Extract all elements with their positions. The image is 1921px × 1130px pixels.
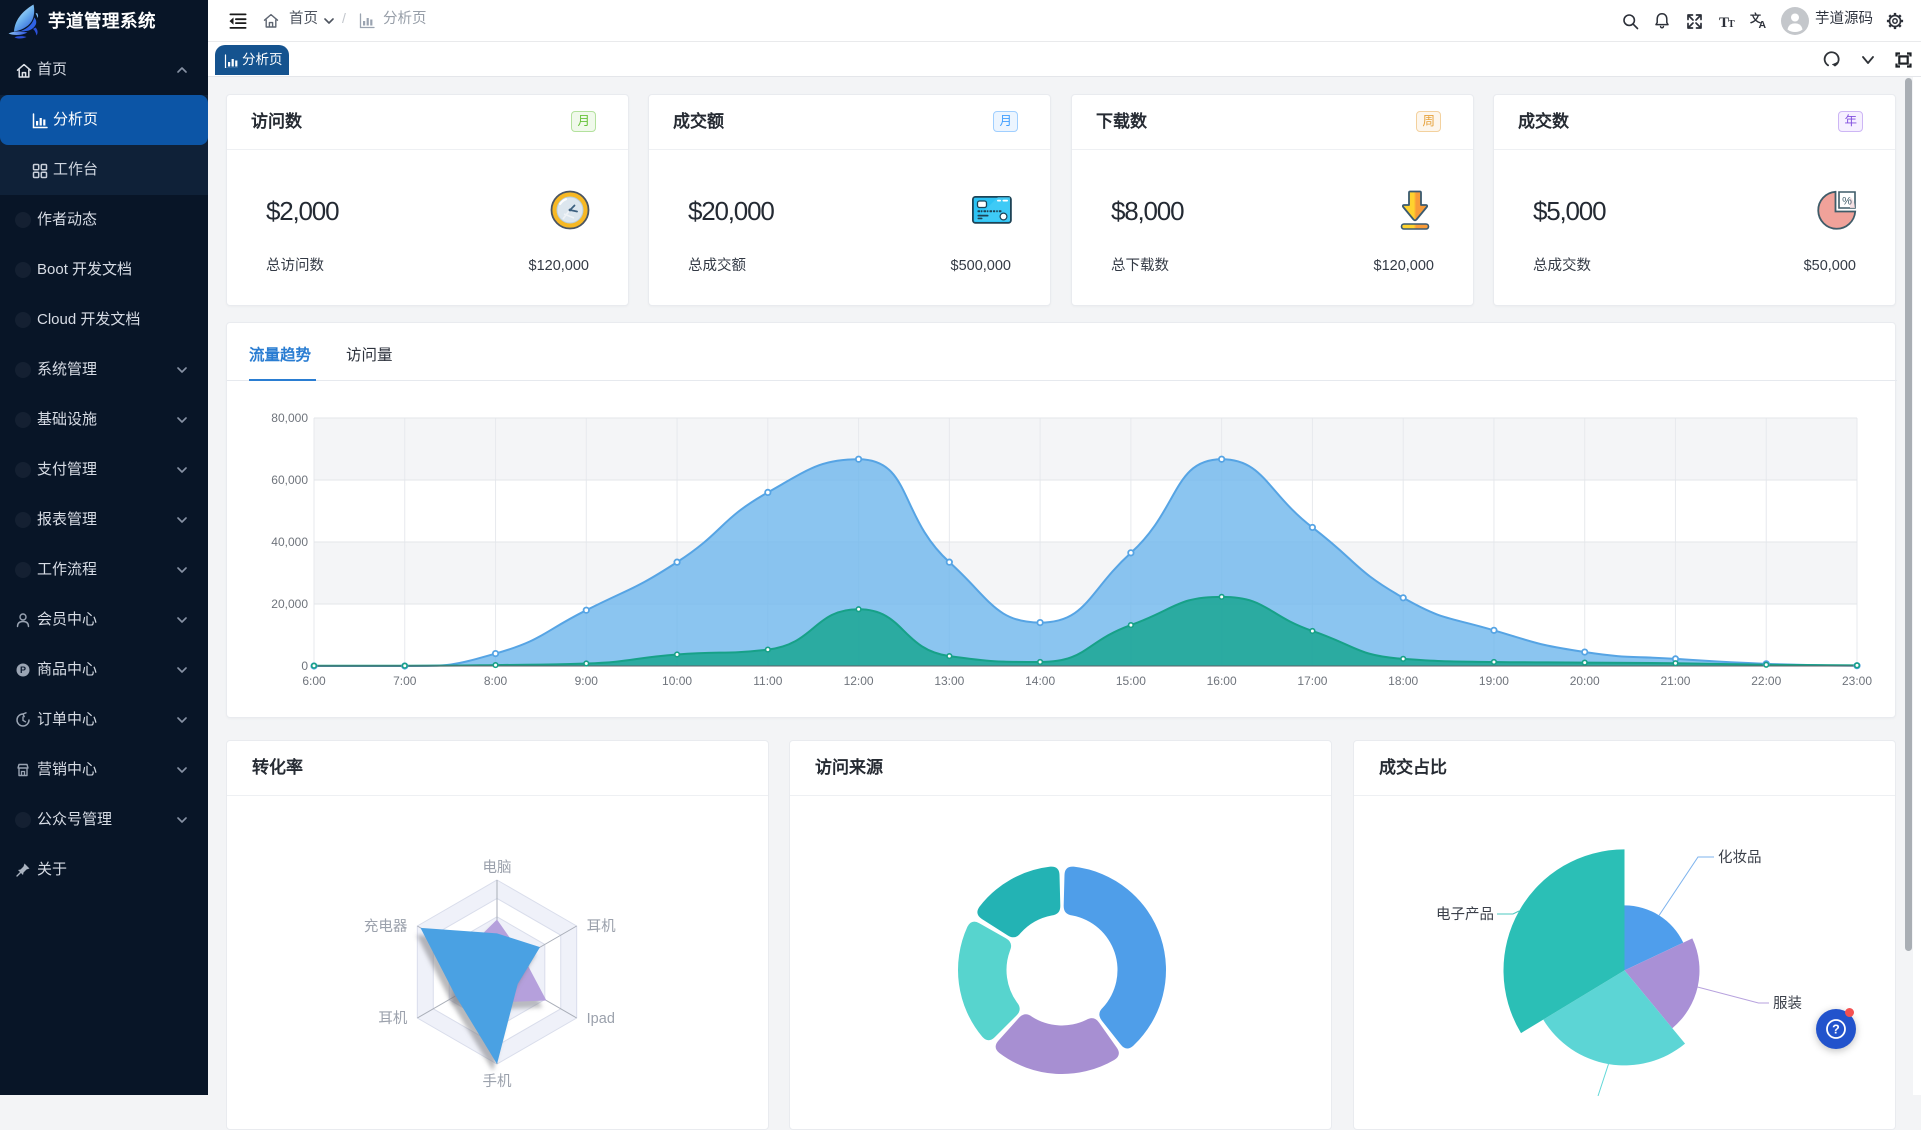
svg-text:18:00: 18:00: [1388, 674, 1418, 688]
svg-text:13:00: 13:00: [934, 674, 964, 688]
svg-text:14:00: 14:00: [1025, 674, 1055, 688]
svg-text:6:00: 6:00: [302, 674, 326, 688]
svg-text:手机: 手机: [483, 1073, 512, 1090]
svg-text:Ipad: Ipad: [587, 1011, 615, 1027]
svg-text:T: T: [1728, 19, 1735, 30]
svg-text:耳机: 耳机: [378, 1010, 407, 1027]
svg-text:20:00: 20:00: [1570, 674, 1600, 688]
svg-text:17:00: 17:00: [1297, 674, 1327, 688]
svg-text:7:00: 7:00: [393, 674, 417, 688]
svg-text:10:00: 10:00: [662, 674, 692, 688]
svg-text:22:00: 22:00: [1751, 674, 1781, 688]
svg-text:16:00: 16:00: [1207, 674, 1237, 688]
svg-text:化妆品: 化妆品: [1718, 849, 1762, 866]
svg-text:耳机: 耳机: [587, 918, 616, 935]
svg-text:?: ?: [1832, 1023, 1840, 1037]
svg-text:80,000: 80,000: [271, 411, 308, 425]
svg-text:11:00: 11:00: [753, 674, 782, 688]
svg-text:40,000: 40,000: [271, 535, 308, 549]
svg-text:9:00: 9:00: [575, 674, 599, 688]
svg-text:充电器: 充电器: [364, 918, 408, 935]
svg-text:服装: 服装: [1773, 995, 1802, 1012]
svg-text:60,000: 60,000: [271, 473, 308, 487]
svg-text:T: T: [1719, 15, 1729, 31]
svg-text:15:00: 15:00: [1116, 674, 1146, 688]
svg-text:12:00: 12:00: [844, 674, 874, 688]
svg-text:0: 0: [301, 659, 308, 673]
svg-text:8:00: 8:00: [484, 674, 508, 688]
svg-text:A: A: [1759, 19, 1767, 30]
svg-text:文: 文: [1750, 12, 1762, 25]
svg-text:电脑: 电脑: [483, 859, 512, 876]
svg-text:P: P: [20, 665, 26, 675]
svg-text:%: %: [1842, 196, 1852, 208]
svg-text:21:00: 21:00: [1660, 674, 1690, 688]
svg-text:19:00: 19:00: [1479, 674, 1509, 688]
svg-text:23:00: 23:00: [1842, 674, 1872, 688]
svg-text:电子产品: 电子产品: [1436, 906, 1494, 923]
svg-text:20,000: 20,000: [271, 597, 308, 611]
